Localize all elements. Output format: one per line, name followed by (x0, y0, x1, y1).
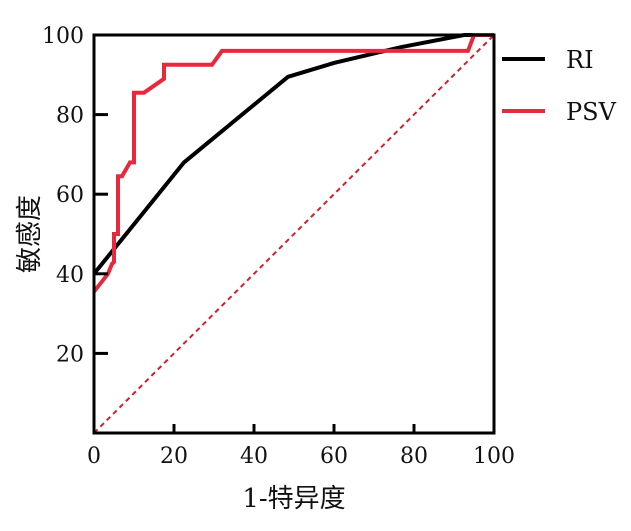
x-tick-label: 60 (320, 444, 348, 469)
legend-label-ri: RI (566, 46, 594, 74)
y-axis-title: 敏感度 (15, 195, 45, 273)
x-tick-label: 40 (240, 444, 268, 469)
y-tick-label: 40 (56, 263, 84, 288)
y-tick-label: 20 (56, 342, 84, 367)
y-tick-label: 60 (56, 183, 84, 208)
y-tick-label: 80 (56, 104, 84, 129)
x-tick-label: 0 (87, 444, 101, 469)
x-tick-label: 20 (160, 444, 188, 469)
axis-ticks: 0 20 40 60 80 100 20 40 60 80 100 (42, 24, 515, 469)
series-line-psv (92, 33, 494, 293)
x-tick-label: 80 (400, 444, 428, 469)
plot-marks (92, 33, 495, 434)
y-tick-label: 100 (42, 24, 84, 49)
x-tick-label: 100 (473, 444, 515, 469)
series-line-ri (92, 33, 494, 276)
legend-label-psv: PSV (566, 98, 617, 126)
plot-frame (92, 33, 496, 435)
legend: RI PSV (502, 46, 617, 126)
x-axis-title: 1-特异度 (242, 484, 345, 514)
reference-diagonal-line (93, 34, 495, 434)
